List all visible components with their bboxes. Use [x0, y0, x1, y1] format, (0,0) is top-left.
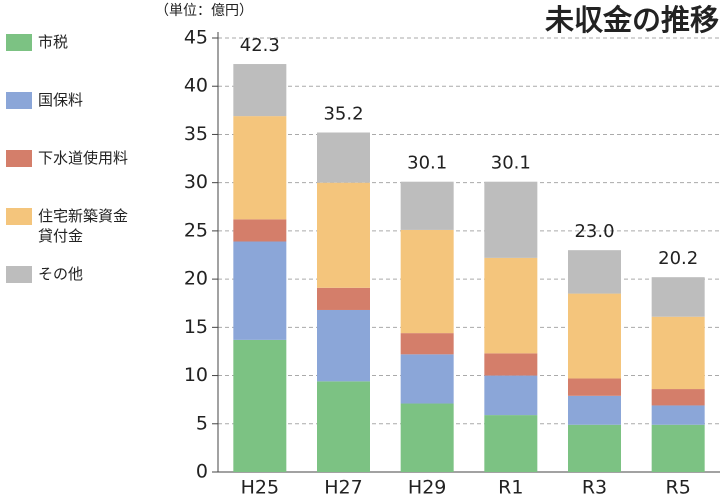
x-tick-label: R1	[498, 477, 523, 497]
bar-segment	[400, 229, 454, 334]
bar-segment	[233, 219, 287, 242]
bar-segment	[568, 378, 621, 396]
total-label: 35.2	[323, 104, 363, 125]
chart-title: 未収金の推移	[545, 3, 719, 37]
x-tick-label: H29	[408, 477, 446, 497]
legend-label: その他	[38, 265, 84, 283]
y-tick-label: 5	[196, 412, 208, 434]
y-tick-label: 0	[196, 461, 208, 483]
bar-segment	[400, 403, 454, 472]
legend-item: 国保料	[6, 91, 156, 150]
legend-swatch	[6, 208, 32, 225]
total-label: 23.0	[574, 221, 614, 242]
y-tick-label: 35	[184, 123, 208, 145]
bar-segment	[651, 389, 705, 406]
bar-segment	[317, 381, 370, 472]
bar-segment	[484, 353, 538, 376]
bar-segment	[651, 277, 705, 317]
bar-segment	[317, 287, 370, 310]
bar-segment	[651, 424, 705, 472]
total-label: 30.1	[407, 153, 447, 174]
bar-segment	[568, 424, 621, 472]
total-label: 20.2	[658, 248, 698, 269]
legend-label: 市税	[38, 33, 69, 51]
y-tick-label: 30	[184, 171, 208, 193]
legend-swatch	[6, 266, 32, 283]
y-tick-label: 40	[184, 75, 208, 97]
y-tick-label: 20	[184, 268, 208, 290]
legend-label: 下水道使用料	[38, 149, 129, 167]
x-tick-label: R5	[666, 477, 691, 497]
legend-swatch	[6, 150, 32, 167]
bar-segment	[400, 354, 454, 404]
legend-label: 住宅新築資金貸付金	[38, 207, 129, 245]
bar-segment	[568, 293, 621, 379]
legend-label: 国保料	[38, 91, 84, 109]
x-tick-label: H27	[324, 477, 362, 497]
legend-swatch	[6, 92, 32, 109]
legend-item: 市税	[6, 33, 156, 92]
bar-segment	[484, 181, 538, 258]
total-label: 42.3	[240, 35, 280, 56]
legend: 市税国保料下水道使用料住宅新築資金貸付金その他	[6, 33, 156, 324]
bar-segment	[651, 405, 705, 425]
x-tick-label: R3	[582, 477, 607, 497]
y-tick-label: 10	[184, 364, 208, 386]
y-tick-label: 15	[184, 316, 208, 338]
bar-segment	[233, 116, 287, 220]
bar-segment	[651, 316, 705, 390]
bar-segment	[317, 309, 370, 382]
bar-segment	[233, 339, 287, 472]
bar-segment	[568, 395, 621, 425]
bar-segment	[233, 241, 287, 340]
bar-segment	[484, 257, 538, 354]
legend-item: 住宅新築資金貸付金	[6, 207, 156, 266]
legend-swatch	[6, 34, 32, 51]
bar-segment	[400, 333, 454, 355]
legend-item: 下水道使用料	[6, 149, 156, 208]
bar-segment	[484, 415, 538, 472]
total-label: 30.1	[491, 153, 531, 174]
bar-segment	[568, 250, 621, 294]
bar-segment	[317, 132, 370, 183]
x-tick-label: H25	[241, 477, 279, 497]
bar-segment	[400, 181, 454, 230]
y-tick-label: 45	[184, 27, 208, 49]
bar-segment	[317, 182, 370, 288]
bar-segment	[484, 375, 538, 416]
unit-label: （単位：億円）	[155, 3, 253, 19]
y-tick-label: 25	[184, 219, 208, 241]
bar-segment	[233, 64, 287, 117]
legend-item: その他	[6, 265, 156, 324]
